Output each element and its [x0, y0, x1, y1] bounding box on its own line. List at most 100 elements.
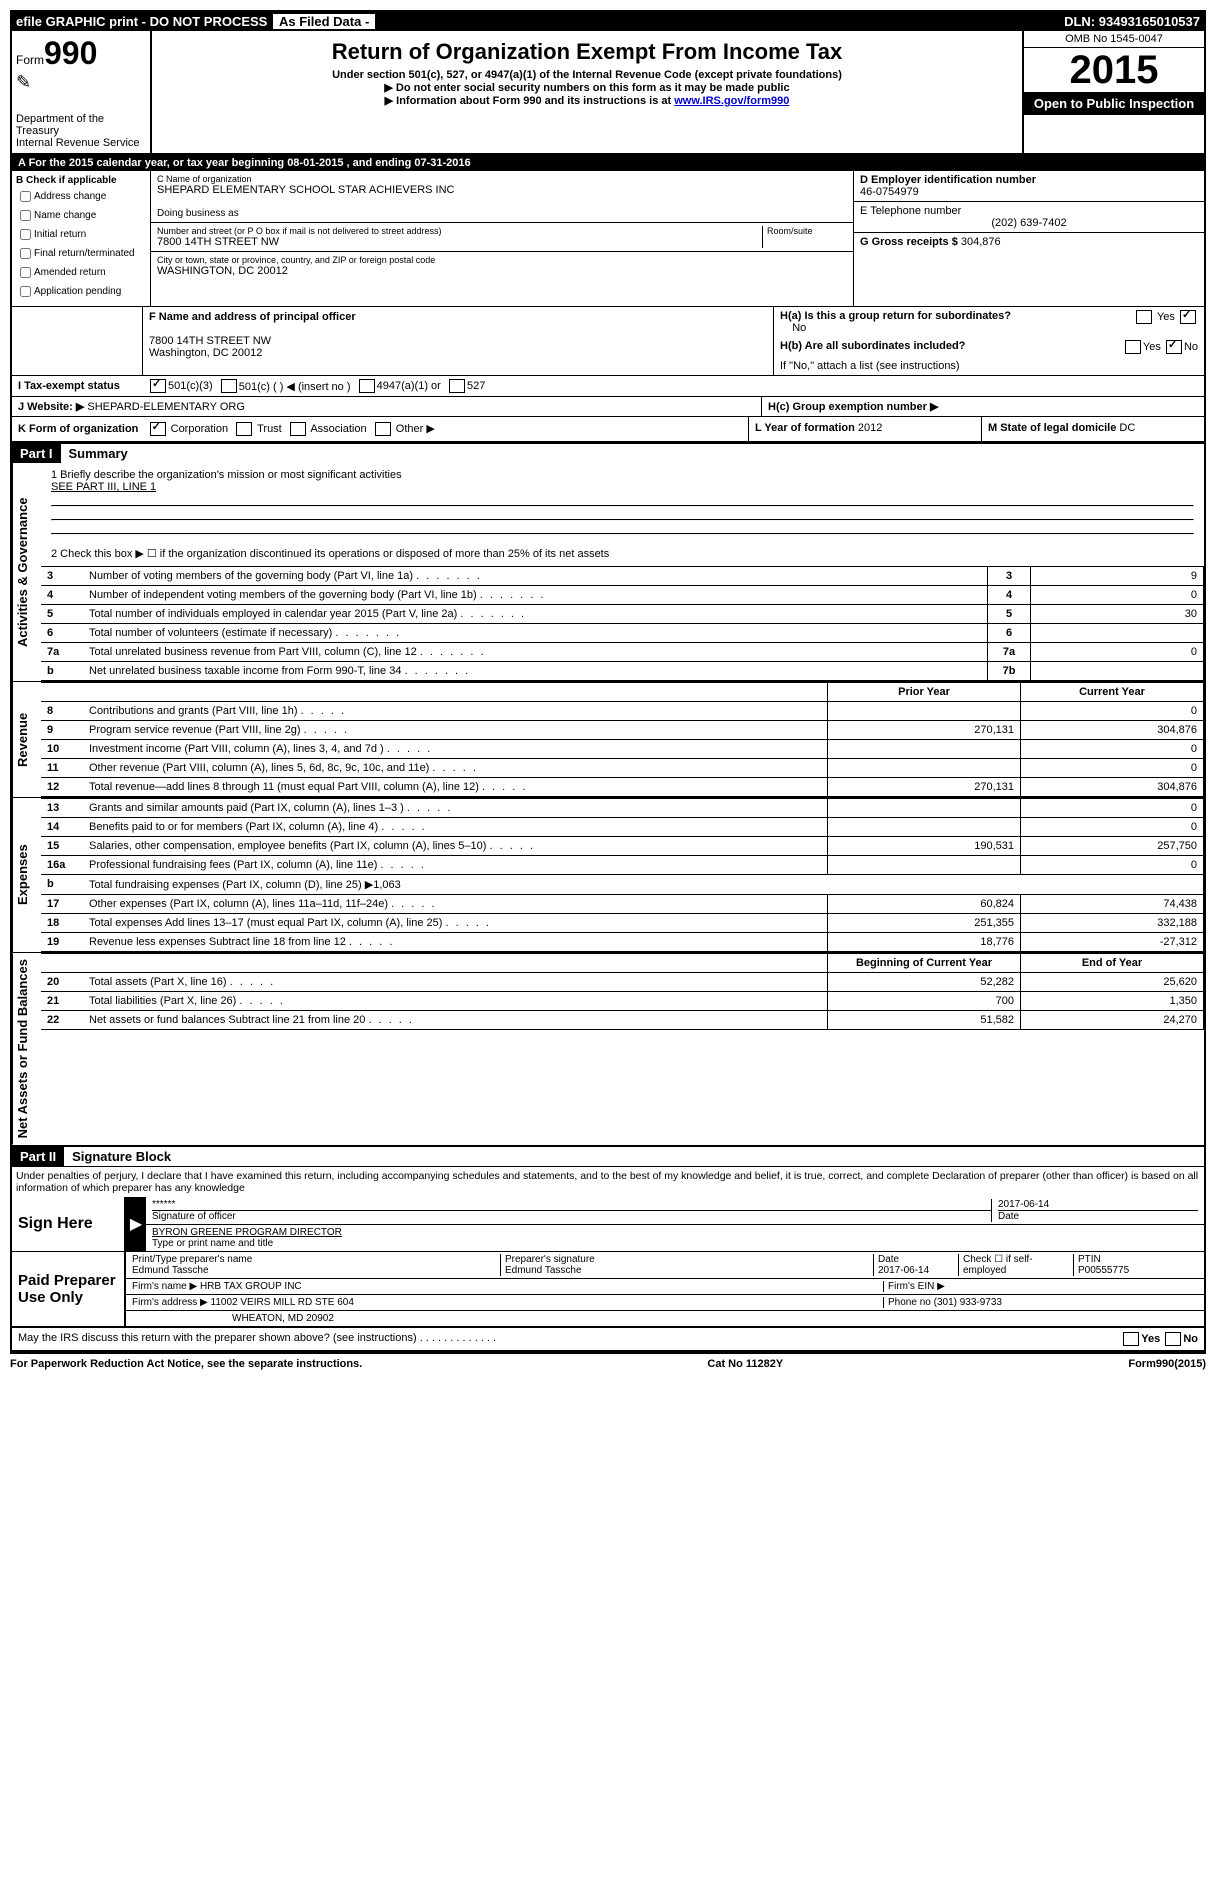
- cb-501c[interactable]: [221, 379, 237, 393]
- room-suite-label: Room/suite: [762, 226, 847, 248]
- cb-corp[interactable]: [150, 422, 166, 436]
- table-row: 6 Total number of volunteers (estimate i…: [41, 624, 1204, 643]
- org-name-label: C Name of organization: [157, 174, 847, 184]
- irs-link[interactable]: www.IRS.gov/form990: [674, 95, 789, 107]
- page-footer: For Paperwork Reduction Act Notice, see …: [10, 1354, 1206, 1374]
- table-row: 17 Other expenses (Part IX, column (A), …: [41, 895, 1204, 914]
- line-m-label: M State of legal domicile: [988, 422, 1116, 434]
- cb-527[interactable]: [449, 379, 465, 393]
- header-left: Form990 ✎ Department of the Treasury Int…: [12, 31, 152, 153]
- table-row: 7a Total unrelated business revenue from…: [41, 643, 1204, 662]
- hb-yes-cb[interactable]: [1125, 340, 1141, 354]
- table-row: 12 Total revenue—add lines 8 through 11 …: [41, 778, 1204, 797]
- ptin-value: P00555775: [1078, 1265, 1129, 1276]
- ha-no-cb[interactable]: [1180, 310, 1196, 324]
- hc-label: H(c) Group exemption number ▶: [768, 401, 938, 413]
- preparer-name: Edmund Tassche: [132, 1265, 209, 1276]
- arrow-icon: ▶: [126, 1197, 146, 1251]
- open-public-badge: Open to Public Inspection: [1024, 92, 1204, 115]
- dln-value: 93493165010537: [1099, 14, 1200, 29]
- ein-label: D Employer identification number: [860, 174, 1198, 186]
- line-j-label: J Website: ▶: [18, 401, 84, 413]
- firm-addr1: 11002 VEIRS MILL RD STE 604: [211, 1297, 354, 1308]
- firm-name: HRB TAX GROUP INC: [200, 1281, 302, 1292]
- column-b-checkboxes: B Check if applicable Address change Nam…: [12, 171, 151, 306]
- city-state-zip: WASHINGTON, DC 20012: [157, 265, 847, 277]
- dept-treasury: Department of the Treasury: [16, 113, 146, 137]
- discuss-no-cb[interactable]: [1165, 1332, 1181, 1346]
- form-header: Form990 ✎ Department of the Treasury Int…: [12, 31, 1204, 155]
- col-b-title: B Check if applicable: [16, 175, 146, 186]
- cb-501c3[interactable]: [150, 379, 166, 393]
- column-d-right: D Employer identification number 46-0754…: [853, 171, 1204, 306]
- tax-year: 2015: [1024, 48, 1204, 92]
- subtitle-3: ▶ Information about Form 990 and its ins…: [385, 95, 675, 107]
- cb-other[interactable]: [375, 422, 391, 436]
- hb-note: If "No," attach a list (see instructions…: [774, 357, 1204, 375]
- sig-date-label: Date: [998, 1210, 1198, 1222]
- part-2-badge: Part II: [12, 1147, 64, 1166]
- year-formation: 2012: [858, 422, 882, 434]
- hb-label: H(b) Are all subordinates included?: [780, 340, 965, 352]
- addr-label: Number and street (or P O box if mail is…: [157, 226, 762, 236]
- vlabel-ag: Activities & Governance: [12, 463, 41, 681]
- discuss-yes-cb[interactable]: [1123, 1332, 1139, 1346]
- cb-initial-return[interactable]: [20, 229, 31, 240]
- cb-4947[interactable]: [359, 379, 375, 393]
- officer-addr1: 7800 14TH STREET NW: [149, 335, 767, 347]
- efile-label: efile GRAPHIC print - DO NOT PROCESS: [16, 14, 267, 29]
- table-row: 21 Total liabilities (Part X, line 26) .…: [41, 992, 1204, 1011]
- table-net-assets: Beginning of Current YearEnd of Year20 T…: [41, 953, 1204, 1030]
- sign-here-label: Sign Here: [12, 1197, 126, 1251]
- table-row: 8 Contributions and grants (Part VIII, l…: [41, 702, 1204, 721]
- phone-label: E Telephone number: [860, 205, 1198, 217]
- table-row: 5 Total number of individuals employed i…: [41, 605, 1204, 624]
- header-right: OMB No 1545-0047 2015 Open to Public Ins…: [1022, 31, 1204, 153]
- table-row: 13 Grants and similar amounts paid (Part…: [41, 799, 1204, 818]
- form-number: 990: [44, 35, 97, 71]
- form-label: Form: [16, 53, 44, 67]
- cb-assoc[interactable]: [290, 422, 306, 436]
- table-row: 10 Investment income (Part VIII, column …: [41, 740, 1204, 759]
- table-revenue: Prior YearCurrent Year8 Contributions an…: [41, 682, 1204, 797]
- officer-name-label: Type or print name and title: [152, 1238, 1198, 1249]
- column-c-org-info: C Name of organization SHEPARD ELEMENTAR…: [151, 171, 853, 306]
- part-1-header-row: Part I Summary: [12, 443, 1204, 463]
- subtitle-2: ▶ Do not enter social security numbers o…: [156, 81, 1018, 94]
- cb-address-change[interactable]: [20, 191, 31, 202]
- as-filed-box: As Filed Data -: [272, 13, 376, 30]
- vlabel-expenses: Expenses: [12, 798, 41, 952]
- table-row: b Net unrelated business taxable income …: [41, 662, 1204, 681]
- self-employed-check: Check ☐ if self-employed: [958, 1254, 1073, 1276]
- table-row: 16a Professional fundraising fees (Part …: [41, 856, 1204, 875]
- street-address: 7800 14TH STREET NW: [157, 236, 762, 248]
- table-activities-governance: 3 Number of voting members of the govern…: [41, 566, 1204, 681]
- firm-addr2: WHEATON, MD 20902: [132, 1313, 1198, 1324]
- preparer-sig: Edmund Tassche: [505, 1265, 582, 1276]
- sign-here-row: Sign Here ▶ ****** Signature of officer …: [12, 1197, 1204, 1252]
- perjury-statement: Under penalties of perjury, I declare th…: [12, 1166, 1204, 1197]
- part-1-badge: Part I: [12, 444, 61, 463]
- cb-amended[interactable]: [20, 267, 31, 278]
- ha-label: H(a) Is this a group return for subordin…: [780, 310, 1011, 322]
- preparer-date: 2017-06-14: [878, 1265, 929, 1276]
- cb-pending[interactable]: [20, 286, 31, 297]
- footer-left: For Paperwork Reduction Act Notice, see …: [10, 1358, 362, 1370]
- form-990-container: efile GRAPHIC print - DO NOT PROCESS As …: [10, 10, 1206, 1354]
- table-row: 15 Salaries, other compensation, employe…: [41, 837, 1204, 856]
- ha-yes-cb[interactable]: [1136, 310, 1152, 324]
- hb-no-cb[interactable]: [1166, 340, 1182, 354]
- state-domicile: DC: [1119, 422, 1135, 434]
- sig-officer-label: Signature of officer: [152, 1210, 991, 1222]
- paid-preparer-label: Paid Preparer Use Only: [12, 1252, 126, 1326]
- org-name: SHEPARD ELEMENTARY SCHOOL STAR ACHIEVERS…: [157, 184, 847, 196]
- q1-value: SEE PART III, LINE 1: [51, 481, 1194, 493]
- cb-name-change[interactable]: [20, 210, 31, 221]
- cb-trust[interactable]: [236, 422, 252, 436]
- q2-text: 2 Check this box ▶ ☐ if the organization…: [51, 547, 1194, 560]
- efile-top-bar: efile GRAPHIC print - DO NOT PROCESS As …: [12, 12, 1204, 31]
- cb-final-return[interactable]: [20, 248, 31, 259]
- header-center: Return of Organization Exempt From Incom…: [152, 31, 1022, 153]
- table-expenses: 13 Grants and similar amounts paid (Part…: [41, 798, 1204, 952]
- table-row: 9 Program service revenue (Part VIII, li…: [41, 721, 1204, 740]
